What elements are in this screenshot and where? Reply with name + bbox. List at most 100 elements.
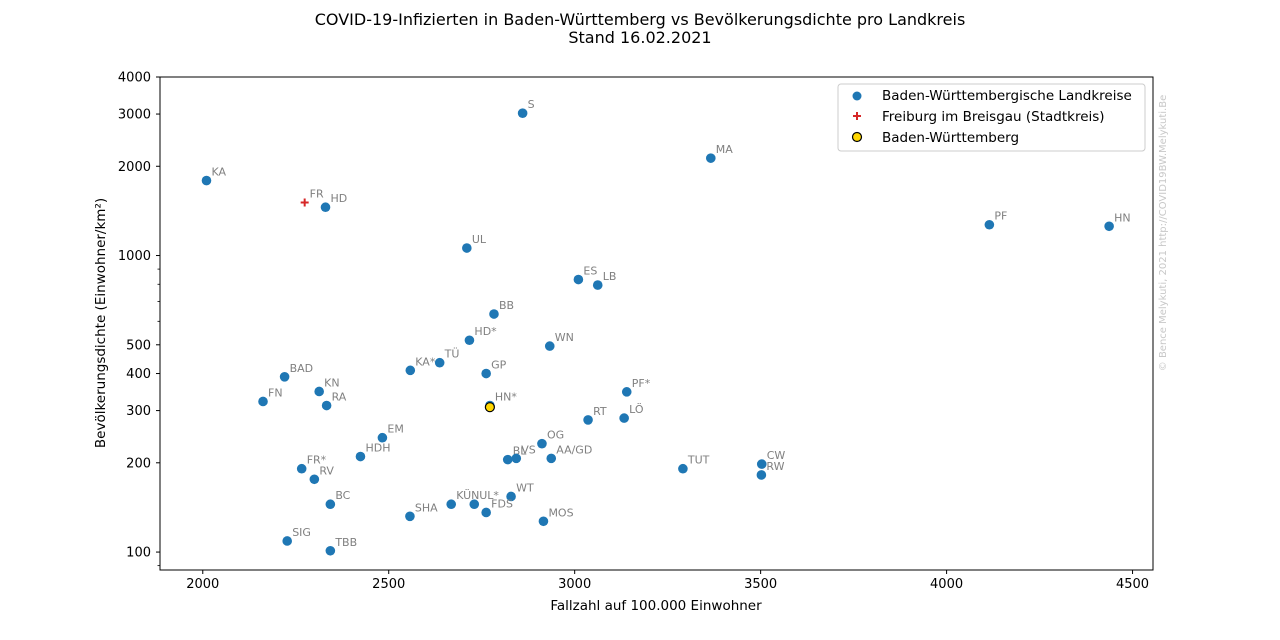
data-point-plus bbox=[300, 198, 309, 207]
data-point-label: TBB bbox=[334, 536, 357, 549]
data-point-label: KA* bbox=[415, 355, 436, 368]
data-point-label: CW bbox=[767, 449, 786, 462]
data-point bbox=[619, 413, 629, 423]
data-point bbox=[984, 219, 995, 230]
data-point bbox=[405, 365, 416, 376]
data-point-label: RT bbox=[593, 405, 607, 418]
data-point bbox=[462, 243, 472, 253]
data-point-label: WT bbox=[516, 481, 534, 494]
y-tick-label: 300 bbox=[126, 404, 151, 419]
data-point-label: TUT bbox=[687, 454, 710, 467]
x-tick-label: 3000 bbox=[558, 577, 591, 592]
legend-label-freiburg: Freiburg im Breisgau (Stadtkreis) bbox=[882, 109, 1105, 125]
data-point-label: FR* bbox=[307, 454, 327, 467]
legend-label-bw: Baden-Württemberg bbox=[882, 130, 1019, 146]
data-point bbox=[538, 516, 549, 527]
y-tick-label: 200 bbox=[126, 456, 151, 471]
data-point-label: HD* bbox=[474, 325, 497, 338]
data-point-label: UL* bbox=[479, 489, 499, 502]
data-point-label: HD bbox=[331, 192, 348, 205]
data-point-label: EM bbox=[387, 423, 403, 436]
x-tick-label: 2500 bbox=[372, 577, 405, 592]
legend-entry-freiburg: Freiburg im Breisgau (Stadtkreis) bbox=[853, 109, 1105, 125]
data-point bbox=[279, 371, 290, 382]
data-point-label: ES bbox=[583, 265, 597, 278]
data-point-label: KÜN bbox=[456, 489, 479, 502]
data-point-label: SHA bbox=[415, 501, 438, 514]
data-point bbox=[201, 175, 212, 186]
data-point bbox=[314, 386, 324, 397]
data-point-label: WN bbox=[555, 331, 574, 344]
legend-marker-circle bbox=[852, 91, 862, 101]
data-point bbox=[621, 387, 632, 397]
data-point-label: RA bbox=[332, 391, 347, 404]
legend-entry-landkreise: Baden-Württembergische Landkreise bbox=[852, 88, 1132, 104]
data-point bbox=[258, 396, 268, 407]
data-point bbox=[1104, 221, 1114, 232]
data-point bbox=[583, 415, 593, 425]
data-point-label: BC bbox=[335, 489, 350, 502]
legend-frame bbox=[837, 83, 1146, 152]
y-tick-label: 4000 bbox=[118, 71, 151, 86]
data-point-label: BAD bbox=[290, 362, 314, 375]
data-point bbox=[489, 309, 499, 319]
axis-ticks: 2000 2500 3000 3500 4000 4500 100 200 300 400 500 1… bbox=[118, 71, 1149, 593]
data-point-label: OG bbox=[547, 429, 564, 442]
data-point bbox=[296, 463, 307, 474]
data-point bbox=[481, 368, 491, 379]
chart-subtitle: Stand 16.02.2021 bbox=[568, 28, 711, 47]
data-point-label: MOS bbox=[548, 506, 573, 519]
data-point-label: GP bbox=[491, 359, 507, 372]
data-point bbox=[320, 202, 331, 213]
data-point bbox=[506, 491, 516, 502]
x-tick-label: 4500 bbox=[1116, 577, 1149, 592]
x-axis-title: Fallzahl auf 100.000 Einwohner bbox=[550, 598, 762, 614]
data-point bbox=[517, 108, 528, 118]
data-point bbox=[481, 507, 491, 518]
data-point-label: LÖ bbox=[629, 403, 644, 416]
x-tick-label: 4000 bbox=[930, 577, 963, 592]
data-point-label: RV bbox=[319, 464, 334, 477]
data-point bbox=[756, 470, 767, 480]
data-point bbox=[592, 280, 603, 290]
legend: Baden-Württembergische Landkreise Freibu… bbox=[837, 83, 1146, 152]
data-point-label: FDS bbox=[491, 497, 513, 510]
data-point-label: HN bbox=[1114, 211, 1131, 224]
data-point-label: UL bbox=[472, 233, 487, 246]
data-point bbox=[678, 463, 688, 474]
data-point bbox=[537, 438, 547, 449]
data-point bbox=[544, 341, 555, 351]
data-point bbox=[546, 453, 557, 464]
legend-entry-bw: Baden-Württemberg bbox=[851, 130, 1019, 146]
plot-frame bbox=[159, 76, 1154, 571]
data-point bbox=[434, 357, 445, 368]
data-point bbox=[325, 499, 336, 510]
data-point-label: FR bbox=[310, 187, 324, 200]
data-point-label: BB bbox=[499, 299, 514, 312]
y-axis-title: Bevölkerungsdichte (Einwohner/km²) bbox=[93, 198, 109, 448]
watermark-text: © Bence Melykuti, 2021 http://COVID19BW.… bbox=[1158, 95, 1169, 371]
data-point bbox=[446, 499, 457, 510]
data-point bbox=[309, 474, 320, 485]
legend-marker-bw bbox=[851, 131, 863, 143]
data-point bbox=[282, 536, 292, 546]
data-point-bw bbox=[484, 402, 495, 413]
data-point-label: LB bbox=[603, 270, 617, 283]
data-point-label: VS bbox=[521, 443, 536, 456]
y-tick-label: 500 bbox=[126, 338, 151, 353]
x-tick-label: 2000 bbox=[186, 577, 219, 592]
data-point-label: RW bbox=[766, 460, 784, 473]
data-point-label: TÜ bbox=[444, 348, 460, 361]
data-point bbox=[573, 274, 584, 285]
data-point-label: HDH bbox=[365, 442, 390, 455]
legend-label-landkreise: Baden-Württembergische Landkreise bbox=[882, 88, 1132, 104]
data-point bbox=[321, 400, 332, 411]
data-point-label: PF bbox=[994, 210, 1007, 223]
data-point bbox=[705, 153, 716, 163]
chart-title: COVID-19-Infizierten in Baden-Württember… bbox=[315, 10, 966, 29]
data-point bbox=[511, 453, 522, 464]
plot-area bbox=[160, 77, 1153, 570]
data-point bbox=[756, 459, 767, 469]
